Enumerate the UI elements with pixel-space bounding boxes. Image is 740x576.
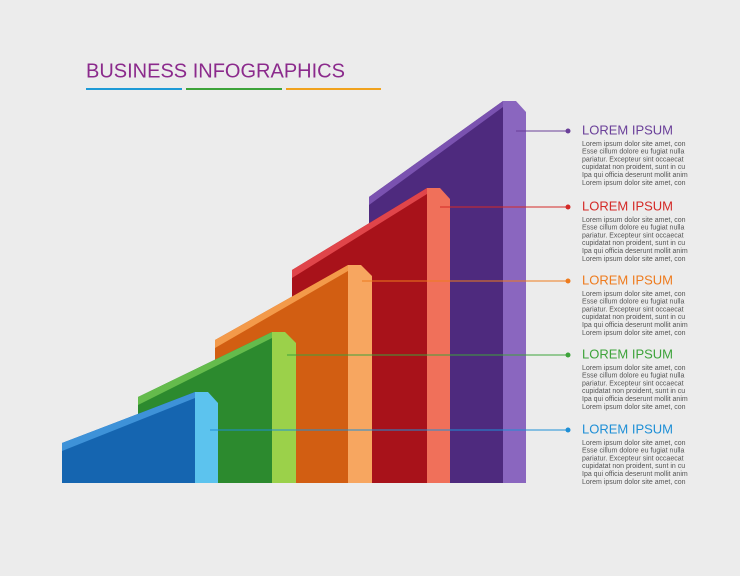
body-line: cupidatat non proident, sunt in cu	[582, 240, 685, 247]
heading: LOREM IPSUM	[582, 272, 673, 287]
body-line: cupidatat non proident, sunt in cu	[582, 463, 685, 470]
body-line: pariatur. Excepteur sint occaecat	[582, 380, 684, 387]
body-line: Ipa qui officia deserunt mollit anim	[582, 471, 688, 478]
body-line: Esse cillum dolore eu fugiat nulla	[582, 373, 684, 380]
bar-top	[215, 265, 348, 348]
body-line: Esse cillum dolore eu fugiat nulla	[582, 299, 684, 306]
body-line: pariatur. Excepteur sint occaecat	[582, 156, 684, 163]
body-line: cupidatat non proident, sunt in cu	[582, 388, 685, 395]
body-line: Ipa qui officia deserunt mollit anim	[582, 396, 688, 403]
body-line: Lorem ipsum dolor site amet, con	[582, 180, 686, 187]
bar-top	[292, 188, 427, 278]
heading: LOREM IPSUM	[582, 198, 673, 213]
bar-top	[138, 332, 272, 405]
body-line: Lorem ipsum dolor site amet, con	[582, 330, 686, 337]
underline	[286, 88, 381, 90]
items: LOREM IPSUM Lorem ipsum dolor site amet, …	[210, 122, 688, 486]
body-line: Ipa qui officia deserunt mollit anim	[582, 172, 688, 179]
bar-side	[195, 392, 218, 483]
body-line: pariatur. Excepteur sint occaecat	[582, 455, 684, 462]
bar-top	[369, 101, 503, 205]
body-line: pariatur. Excepteur sint occaecat	[582, 306, 684, 313]
bar-side	[272, 332, 296, 483]
body-line: Lorem ipsum dolor site amet, con	[582, 291, 686, 298]
connector-dot	[565, 427, 571, 433]
connector-dot	[565, 204, 571, 210]
body-line: Ipa qui officia deserunt mollit anim	[582, 248, 688, 255]
title: BUSINESS INFOGRAPHICS	[86, 60, 345, 82]
body-line: Esse cillum dolore eu fugiat nulla	[582, 149, 684, 156]
heading: LOREM IPSUM	[582, 122, 673, 137]
bar-side	[427, 188, 450, 483]
body-line: Lorem ipsum dolor site amet, con	[582, 404, 686, 411]
heading: LOREM IPSUM	[582, 346, 673, 361]
bar-front	[62, 392, 195, 483]
body-line: Lorem ipsum dolor site amet, con	[582, 440, 686, 447]
heading: LOREM IPSUM	[582, 421, 673, 436]
body-line: Lorem ipsum dolor site amet, con	[582, 217, 686, 224]
bar-side	[348, 265, 372, 483]
bar-top	[62, 392, 195, 451]
body-line: Esse cillum dolore eu fugiat nulla	[582, 448, 684, 455]
body-line: Lorem ipsum dolor site amet, con	[582, 365, 686, 372]
body-line: cupidatat non proident, sunt in cu	[582, 164, 685, 171]
underline	[186, 88, 282, 90]
connector-dot	[565, 128, 571, 134]
body-line: Lorem ipsum dolor site amet, con	[582, 256, 686, 263]
connector-dot	[565, 352, 571, 358]
body-line: pariatur. Excepteur sint occaecat	[582, 232, 684, 239]
body-line: Esse cillum dolore eu fugiat nulla	[582, 225, 684, 232]
underline	[86, 88, 182, 90]
body-line: Lorem ipsum dolor site amet, con	[582, 479, 686, 486]
body-line: cupidatat non proident, sunt in cu	[582, 314, 685, 321]
connector-dot	[565, 278, 571, 284]
body-line: Ipa qui officia deserunt mollit anim	[582, 322, 688, 329]
body-line: Lorem ipsum dolor site amet, con	[582, 141, 686, 148]
bar-side	[503, 101, 526, 483]
